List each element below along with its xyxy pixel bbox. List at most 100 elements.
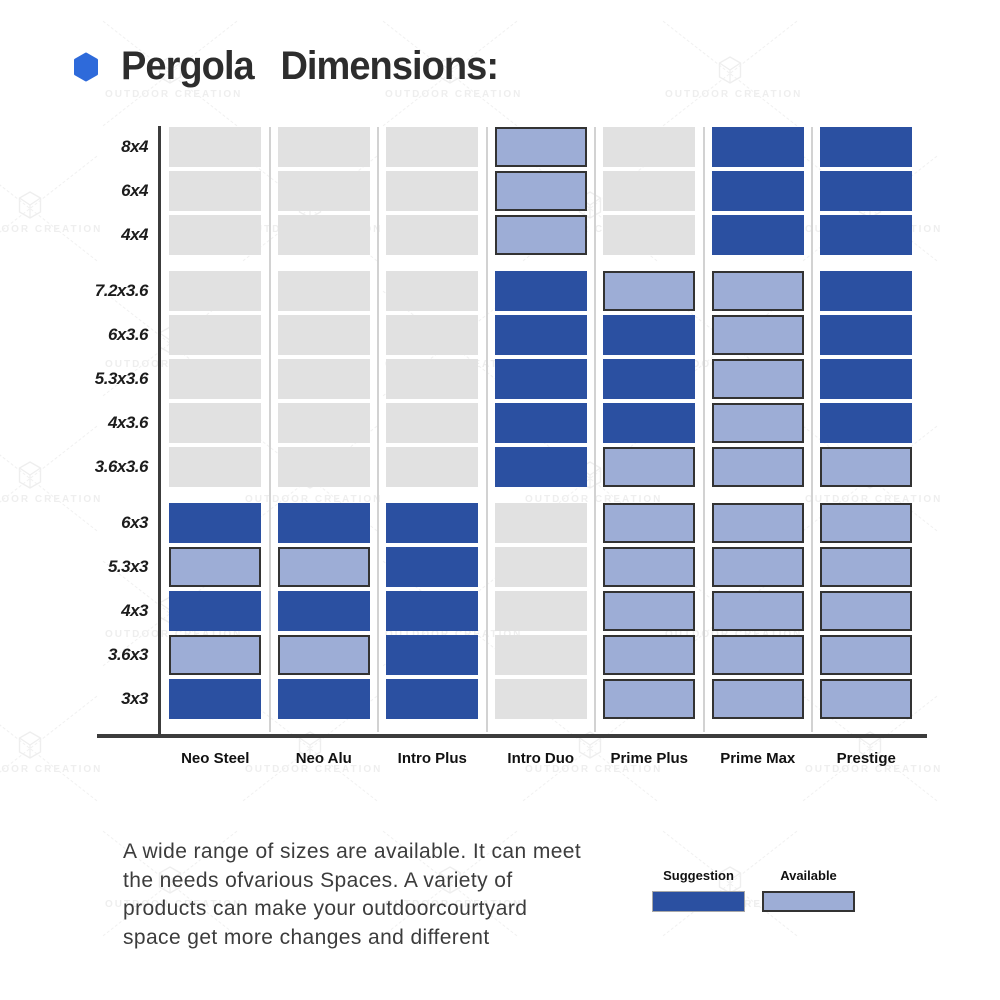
cell-slot: [704, 171, 813, 211]
matrix-row: 3x3: [85, 679, 921, 719]
row-label: 3.6x3.6: [94, 457, 149, 476]
cell-suggestion: [386, 679, 479, 719]
column-headers: Neo Steel Neo Alu Intro Plus Intro Duo Prime…: [161, 750, 921, 767]
cell-none: [494, 547, 587, 587]
cell-suggestion: [386, 591, 479, 631]
cell-none: [277, 215, 370, 255]
cell-slot: [270, 503, 379, 543]
column-separator: [377, 127, 379, 732]
cell-slot: [161, 171, 270, 211]
legend-item: Suggestion: [652, 868, 745, 912]
cell-slot: [378, 635, 487, 675]
watermark-text: OUTDOOR CREATION: [0, 224, 103, 235]
cell-slot: [487, 503, 596, 543]
cell-none: [603, 127, 696, 167]
cell-slot: [487, 315, 596, 355]
cell-suggestion: [386, 635, 479, 675]
watermark-tile: OUTDOOR CREATION: [0, 695, 100, 802]
column-separator: [702, 127, 705, 732]
cell-slot: [487, 447, 596, 487]
cell-suggestion: [494, 271, 587, 311]
matrix-row: 3.6x3.6: [85, 447, 921, 487]
cell-slot: [812, 591, 921, 631]
cell-available: [820, 547, 913, 587]
cell-suggestion: [277, 591, 370, 631]
cell-suggestion: [277, 679, 370, 719]
cell-suggestion: [386, 503, 479, 543]
cell-slot: [704, 215, 813, 255]
matrix-row: 3.6x3: [85, 635, 921, 675]
cell-slot: [595, 591, 704, 631]
cell-slot: [270, 547, 379, 587]
cell-slot: [161, 271, 270, 311]
cell-slot: [378, 679, 487, 719]
caption-text: A wide range of sizes are available. It …: [123, 840, 582, 949]
cell-available: [711, 591, 804, 631]
matrix-row: 8x4: [85, 127, 921, 167]
cell-slot: [704, 403, 813, 443]
cell-slot: [704, 447, 813, 487]
cell-slot: [270, 679, 379, 719]
cell-none: [603, 215, 696, 255]
watermark-text: OUTDOOR CREATION: [0, 494, 103, 505]
cell-slot: [487, 679, 596, 719]
cell-available: [820, 447, 913, 487]
cell-suggestion: [820, 403, 913, 443]
cell-suggestion: [494, 359, 587, 399]
hexagon-bullet-icon: [74, 52, 98, 81]
row-label: 4x3: [121, 601, 148, 620]
cell-slot: [595, 215, 704, 255]
cell-none: [494, 679, 587, 719]
cell-none: [494, 635, 587, 675]
cell-slot: [812, 503, 921, 543]
cell-suggestion: [494, 403, 587, 443]
legend: Suggestion Available: [652, 868, 855, 912]
legend-label: Suggestion: [663, 868, 734, 883]
cell-slot: [487, 547, 596, 587]
matrix-row: 6x3: [85, 503, 921, 543]
cell-slot: [487, 215, 596, 255]
cell-slot: [704, 547, 813, 587]
cell-available: [711, 635, 804, 675]
cell-none: [277, 359, 370, 399]
cell-slot: [270, 403, 379, 443]
cell-slot: [487, 591, 596, 631]
cell-suggestion: [169, 679, 262, 719]
cell-slot: [595, 359, 704, 399]
cell-slot: [704, 271, 813, 311]
cell-suggestion: [820, 359, 913, 399]
y-axis-line: [158, 126, 161, 736]
cell-suggestion: [494, 447, 587, 487]
cell-available: [603, 547, 696, 587]
column-header: Prime Plus: [610, 750, 689, 767]
cell-suggestion: [820, 127, 913, 167]
cell-slot: [595, 447, 704, 487]
cell-suggestion: [711, 215, 804, 255]
cell-none: [386, 315, 479, 355]
watermark-tile: OUTDOOR CREATION: [0, 155, 103, 262]
column-header: Prestige: [836, 750, 896, 767]
cell-none: [386, 271, 479, 311]
cell-none: [169, 271, 262, 311]
column-header: Neo Alu: [295, 750, 352, 767]
cell-none: [603, 171, 696, 211]
cell-slot: [161, 127, 270, 167]
cell-available: [169, 635, 262, 675]
cell-slot: [704, 635, 813, 675]
cell-none: [386, 171, 479, 211]
page-title: Pergola Dimensions:: [121, 44, 499, 88]
cell-none: [277, 447, 370, 487]
cell-available: [711, 271, 804, 311]
cell-slot: [595, 547, 704, 587]
legend-item: Available: [762, 868, 855, 912]
cell-slot: [595, 635, 704, 675]
cell-slot: [595, 679, 704, 719]
cell-slot: [812, 127, 921, 167]
cell-available: [711, 359, 804, 399]
cell-slot: [161, 679, 270, 719]
cell-slot: [270, 127, 379, 167]
cell-suggestion: [494, 315, 587, 355]
cell-slot: [161, 591, 270, 631]
column-separator: [485, 127, 488, 732]
cell-available: [277, 547, 370, 587]
